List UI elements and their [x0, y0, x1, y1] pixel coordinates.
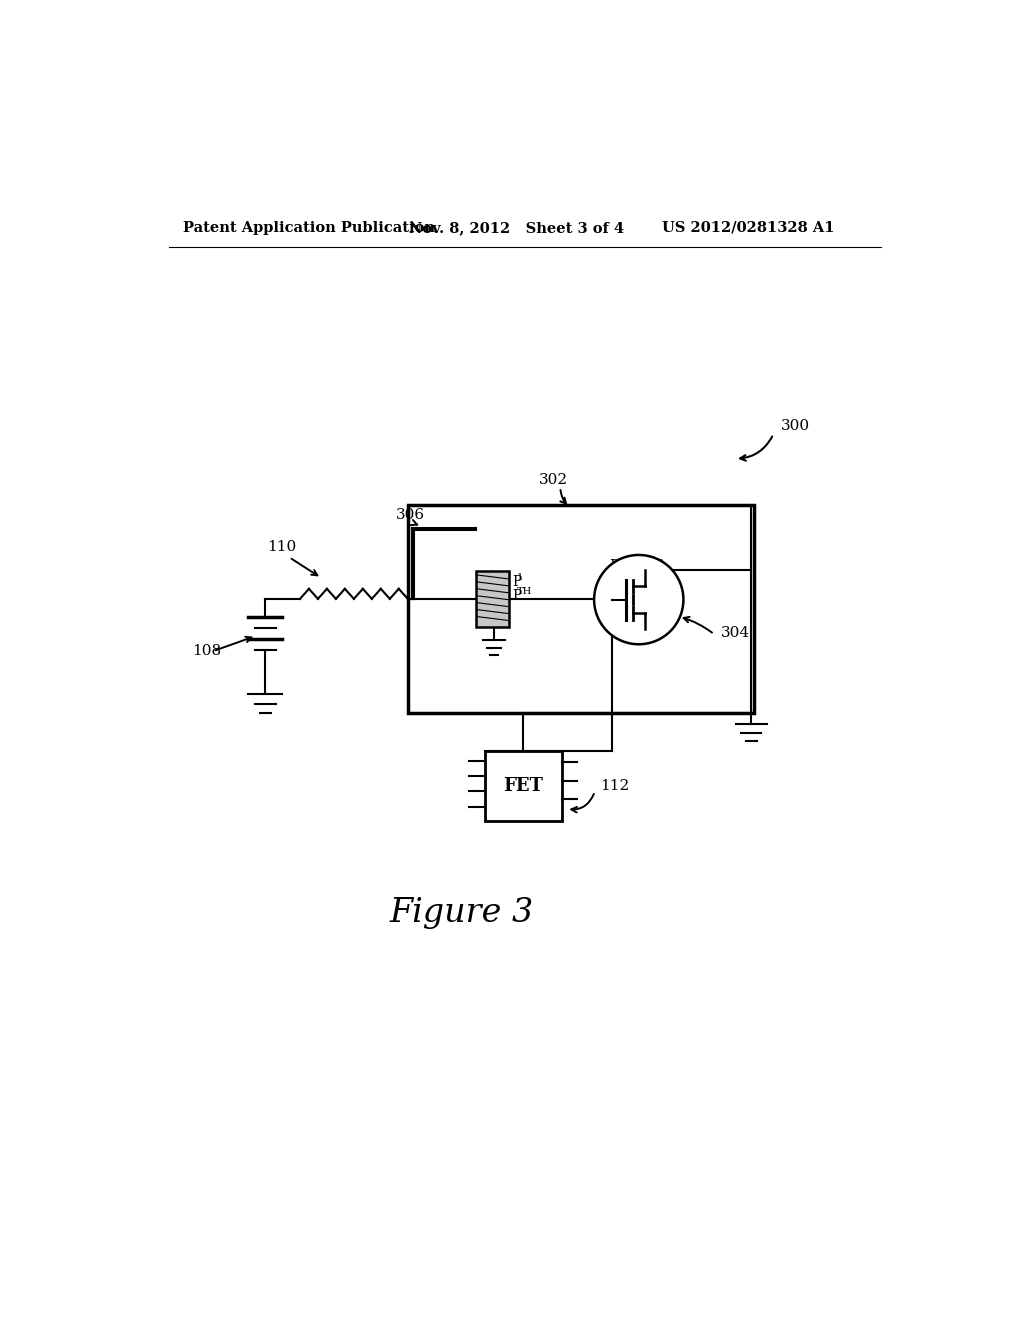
Text: 306: 306	[395, 508, 425, 521]
Text: 302: 302	[539, 474, 567, 487]
Circle shape	[594, 554, 683, 644]
Text: 112: 112	[600, 779, 630, 793]
Text: 300: 300	[781, 420, 810, 433]
Text: 1: 1	[517, 573, 523, 582]
Text: 110: 110	[267, 540, 297, 554]
Text: D: D	[609, 558, 622, 573]
Bar	[475, 572, 509, 627]
Text: P: P	[512, 589, 522, 603]
Text: P: P	[512, 576, 522, 589]
Text: TH: TH	[517, 587, 532, 595]
Bar	[484, 751, 562, 821]
Text: US 2012/0281328 A1: US 2012/0281328 A1	[662, 220, 835, 235]
Text: Figure 3: Figure 3	[389, 898, 534, 929]
Text: 304: 304	[720, 626, 750, 640]
Text: FET: FET	[504, 777, 543, 795]
Text: Nov. 8, 2012   Sheet 3 of 4: Nov. 8, 2012 Sheet 3 of 4	[410, 220, 625, 235]
Text: Patent Application Publication: Patent Application Publication	[183, 220, 435, 235]
Text: G: G	[637, 632, 649, 647]
Text: 108: 108	[193, 644, 221, 659]
Bar	[408, 506, 755, 713]
Text: S: S	[653, 558, 664, 573]
